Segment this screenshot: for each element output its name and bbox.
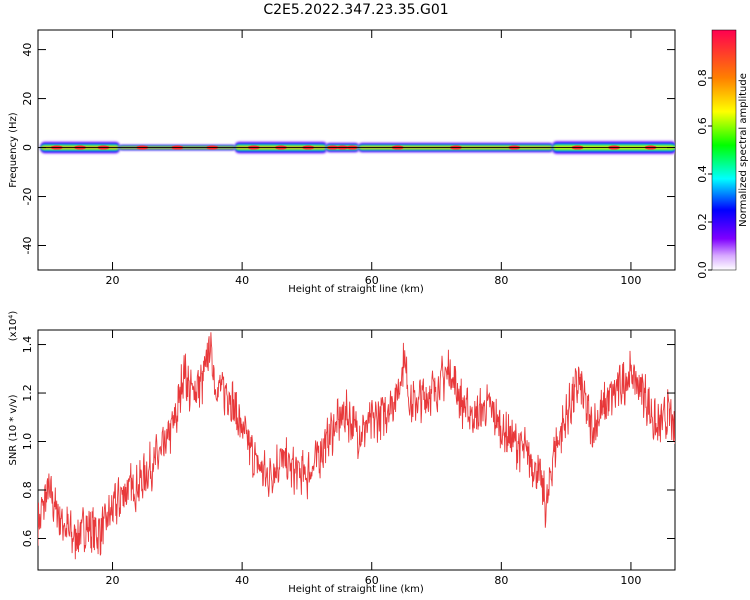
colorbar-gradient bbox=[711, 29, 737, 271]
x-tick-label: 40 bbox=[235, 274, 249, 287]
x-tick-label: 80 bbox=[494, 574, 508, 587]
spectrogram-y-label: Frequency (Hz) bbox=[8, 112, 19, 188]
x-tick-label: 100 bbox=[620, 574, 641, 587]
snr-y-multiplier: (x10⁴) bbox=[8, 311, 19, 342]
y-tick-label: 0.6 bbox=[21, 530, 34, 548]
chart-title: C2E5.2022.347.23.35.G01 bbox=[263, 2, 448, 18]
y-tick-label: -40 bbox=[21, 237, 34, 255]
colorbar-tick-label: 0.6 bbox=[696, 117, 709, 135]
y-tick-label: 1.0 bbox=[21, 433, 34, 451]
x-tick-label: 20 bbox=[106, 274, 120, 287]
snr-series-line bbox=[38, 332, 675, 560]
y-tick-label: 40 bbox=[21, 43, 34, 57]
y-tick-label: 0.8 bbox=[21, 481, 34, 499]
colorbar-tick-label: 0.0 bbox=[696, 261, 709, 279]
colorbar-tick-label: 0.8 bbox=[696, 69, 709, 87]
colorbar-label: Normalized spectral amplitude bbox=[738, 73, 749, 227]
spectrogram-x-label: Height of straight line (km) bbox=[288, 284, 424, 295]
y-tick-label: 1.2 bbox=[21, 384, 34, 402]
colorbar: 0.0 0.2 0.4 0.6 0.8 Normalized spectral ampl… bbox=[696, 29, 749, 279]
x-tick-label: 60 bbox=[365, 574, 379, 587]
y-tick-label: 1.4 bbox=[21, 336, 34, 354]
x-tick-label: 60 bbox=[365, 274, 379, 287]
y-tick-label: 0 bbox=[21, 144, 34, 151]
y-tick-label: -20 bbox=[21, 188, 34, 206]
colorbar-tick-label: 0.4 bbox=[696, 165, 709, 183]
snr-x-label: Height of straight line (km) bbox=[288, 584, 424, 595]
colorbar-tick-label: 0.2 bbox=[696, 213, 709, 231]
snr-panel: 20 40 60 80 100 0.6 0.8 1.0 1.2 1.4 Height of str… bbox=[8, 311, 676, 595]
x-tick-label: 40 bbox=[235, 574, 249, 587]
snr-y-label: SNR (10 * v/v) bbox=[8, 394, 19, 465]
x-tick-label: 100 bbox=[620, 274, 641, 287]
y-tick-label: 20 bbox=[21, 92, 34, 106]
spectrogram-panel: 20 40 60 80 100 40 20 0 -20 -40 Height of straigh… bbox=[8, 29, 676, 295]
snr-plot-frame bbox=[37, 329, 676, 571]
x-tick-label: 20 bbox=[106, 574, 120, 587]
x-tick-label: 80 bbox=[494, 274, 508, 287]
